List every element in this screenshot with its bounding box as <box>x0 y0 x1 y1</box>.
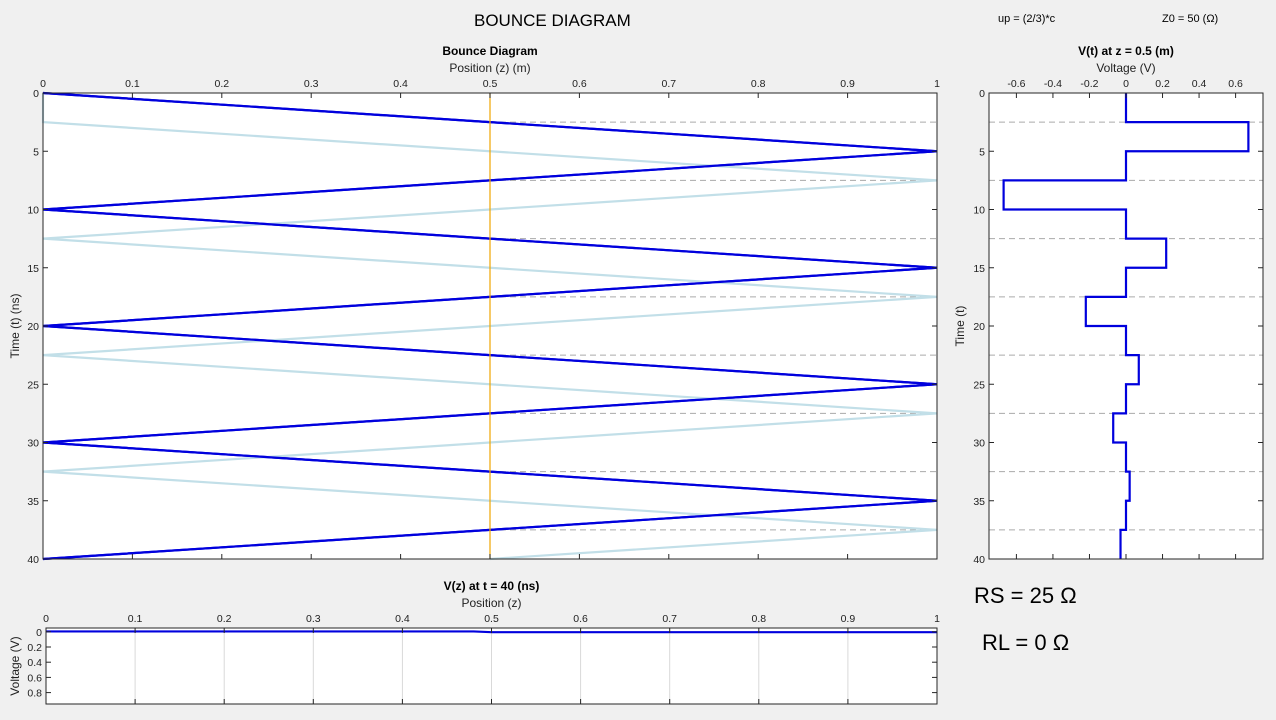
vz-xtick-label: 0.3 <box>306 613 321 625</box>
bounce-ytick-label: 5 <box>33 146 39 158</box>
bounce-x-axis-label: Position (z) (m) <box>449 61 530 75</box>
vz-xtick-label: 1 <box>934 613 940 625</box>
bounce-ytick-label: 25 <box>27 379 39 391</box>
vz-ytick-label: 0 <box>36 627 42 639</box>
vt-ytick-label: 30 <box>973 438 985 450</box>
source-resistance-label: RS = 25 Ω <box>974 583 1077 608</box>
vz-xtick-label: 0.4 <box>395 613 410 625</box>
bounce-xtick-label: 0.9 <box>840 78 855 90</box>
vt-ytick-label: 0 <box>979 88 985 100</box>
bounce-xtick-label: 0.7 <box>661 78 676 90</box>
vt-x-axis-label: Voltage (V) <box>1096 61 1155 75</box>
vt-ytick-label: 10 <box>973 205 985 217</box>
bounce-ytick-label: 0 <box>33 88 39 100</box>
bounce-ytick-label: 20 <box>27 321 39 333</box>
vt-ytick-label: 15 <box>973 263 985 275</box>
vz-xtick-label: 0.9 <box>841 613 856 625</box>
impedance-label: Z0 = 50 (Ω) <box>1162 13 1219 25</box>
vt-chart-title: V(t) at z = 0.5 (m) <box>1078 44 1174 58</box>
vz-xtick-label: 0.8 <box>751 613 766 625</box>
bounce-xtick-label: 0.5 <box>483 78 498 90</box>
vt-xtick-label: 0.2 <box>1155 78 1170 90</box>
vt-ytick-label: 20 <box>973 321 985 333</box>
bounce-ytick-label: 15 <box>27 263 39 275</box>
vz-y-axis-label: Voltage (V) <box>8 636 22 695</box>
vt-xtick-label: 0.6 <box>1228 78 1243 90</box>
vt-ytick-label: 5 <box>979 146 985 158</box>
vz-xtick-label: 0.6 <box>573 613 588 625</box>
bounce-ytick-label: 40 <box>27 554 39 566</box>
vz-xtick-label: 0.1 <box>128 613 143 625</box>
vz-ytick-label: 0.2 <box>27 642 42 654</box>
bounce-xtick-label: 0.2 <box>214 78 229 90</box>
bounce-ytick-label: 35 <box>27 496 39 508</box>
vz-ytick-label: 0.8 <box>27 688 42 700</box>
vt-xtick-label: -0.6 <box>1007 78 1025 90</box>
vt-xtick-label: 0 <box>1123 78 1129 90</box>
vz-x-axis-label: Position (z) <box>461 596 521 610</box>
vz-xtick-label: 0.2 <box>217 613 232 625</box>
vt-ytick-label: 25 <box>973 379 985 391</box>
bounce-xtick-label: 0.8 <box>751 78 766 90</box>
vz-ytick-label: 0.4 <box>27 657 42 669</box>
vz-trace <box>46 630 937 634</box>
bounce-xtick-label: 1 <box>934 78 940 90</box>
bounce-chart-title: Bounce Diagram <box>442 44 537 58</box>
page-title: BOUNCE DIAGRAM <box>474 11 631 30</box>
vt-ytick-label: 35 <box>973 496 985 508</box>
bounce-y-axis-label: Time (t) (ns) <box>8 294 22 359</box>
vz-chart-title: V(z) at t = 40 (ns) <box>444 579 540 593</box>
vz-xtick-label: 0 <box>43 613 49 625</box>
vz-xtick-label: 0.7 <box>662 613 677 625</box>
vz-ytick-label: 0.6 <box>27 672 42 684</box>
vt-xtick-label: -0.4 <box>1044 78 1062 90</box>
propagation-speed-label: up = (2/3)*c <box>998 13 1056 25</box>
vt-xtick-label: 0.4 <box>1192 78 1207 90</box>
vz-xtick-label: 0.5 <box>484 613 499 625</box>
bounce-xtick-label: 0.3 <box>304 78 319 90</box>
load-resistance-label: RL = 0 Ω <box>982 630 1070 655</box>
vt-y-axis-label: Time (t) <box>953 306 967 347</box>
vt-ytick-label: 40 <box>973 554 985 566</box>
bounce-xtick-label: 0 <box>40 78 46 90</box>
vt-xtick-label: -0.2 <box>1080 78 1098 90</box>
bounce-xtick-label: 0.4 <box>393 78 408 90</box>
bounce-xtick-label: 0.1 <box>125 78 140 90</box>
bounce-xtick-label: 0.6 <box>572 78 587 90</box>
bounce-ytick-label: 30 <box>27 438 39 450</box>
bounce-ytick-label: 10 <box>27 205 39 217</box>
vt-trace <box>1002 93 1250 559</box>
